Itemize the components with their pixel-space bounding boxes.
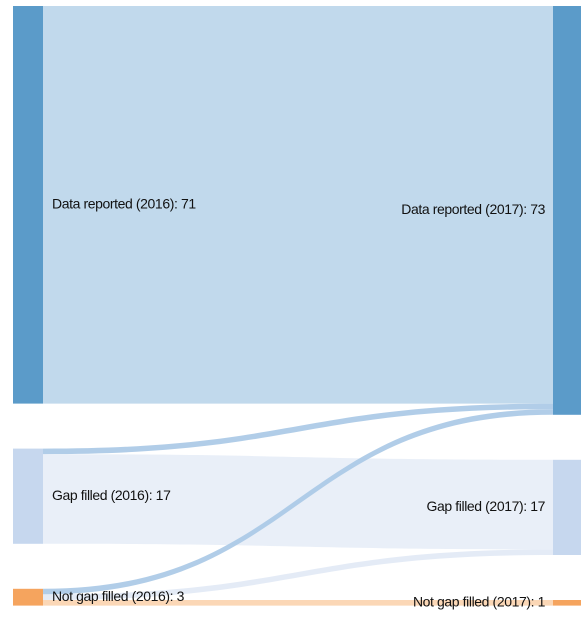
flow-link: [43, 403, 553, 455]
node-label: Gap filled (2016): 17: [52, 487, 171, 503]
node-label: Data reported (2017): 73: [401, 201, 545, 217]
flow-link: [43, 549, 553, 600]
node: [13, 448, 43, 544]
node: [13, 588, 43, 606]
flow-link: [43, 600, 553, 606]
node: [553, 600, 581, 606]
flow-link: [43, 6, 553, 404]
node-label: Not gap filled (2016): 3: [52, 588, 185, 604]
node: [553, 6, 581, 415]
node: [13, 6, 43, 404]
node-label: Gap filled (2017): 17: [427, 498, 546, 514]
node-label: Not gap filled (2017): 1: [413, 594, 546, 610]
node: [553, 459, 581, 555]
node-label: Data reported (2016): 71: [52, 196, 196, 212]
flow-link: [43, 409, 553, 595]
